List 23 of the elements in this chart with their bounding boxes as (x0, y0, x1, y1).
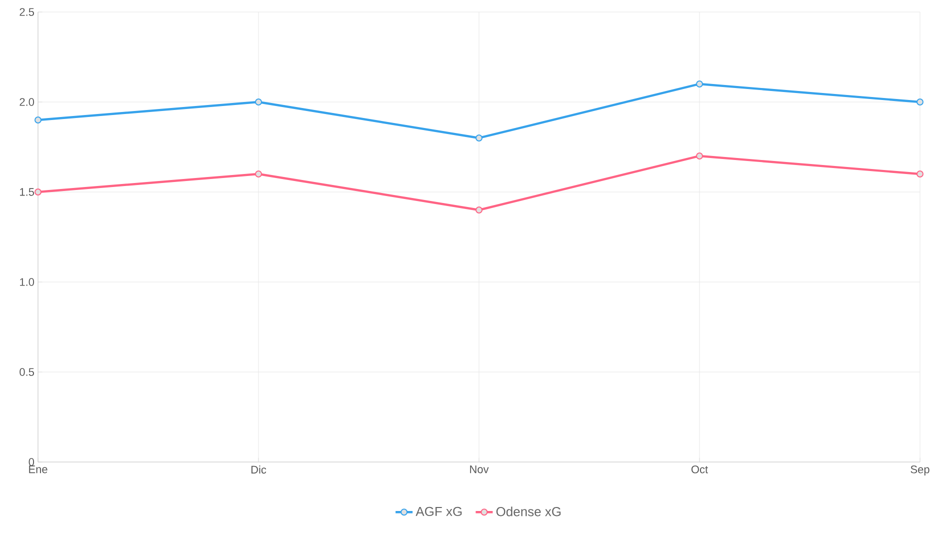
y-tick-label: 1.5 (20, 188, 34, 196)
y-tick-label: 2.0 (20, 98, 34, 106)
point (34, 188, 42, 196)
point (916, 170, 924, 178)
x-tick-label: Nov (470, 466, 489, 474)
point (255, 170, 262, 178)
point (34, 116, 42, 124)
point (255, 98, 262, 106)
x-tick-label: Dic (251, 466, 266, 474)
legend-label: Odense xG (496, 506, 561, 516)
legend-label: AGF xG (416, 506, 462, 516)
point (476, 134, 482, 142)
y-tick-label: 0.5 (20, 368, 34, 376)
point (476, 206, 482, 214)
y-tick-label: 2.5 (20, 8, 34, 16)
point (696, 80, 703, 88)
point (696, 152, 703, 160)
y-tick-label: 0 (28, 458, 34, 466)
x-tick-label: Sep (910, 466, 930, 476)
x-tick-label: Ene (29, 466, 48, 474)
point (916, 98, 924, 106)
y-tick-label: 1.0 (20, 278, 34, 286)
x-tick-label: Oct (691, 466, 708, 474)
